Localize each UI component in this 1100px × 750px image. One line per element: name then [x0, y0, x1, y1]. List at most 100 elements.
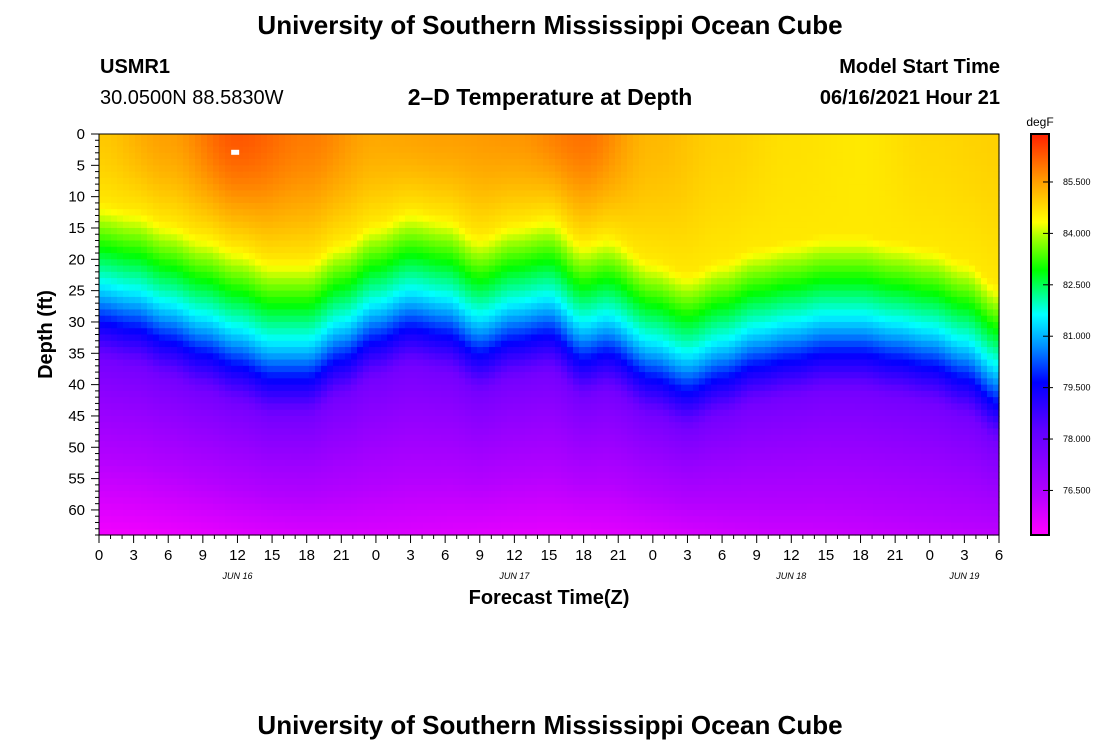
heatmap-cell — [111, 159, 118, 166]
heatmap-cell — [561, 497, 568, 505]
heatmap-cell — [483, 290, 490, 298]
heatmap-cell — [513, 478, 520, 486]
heatmap-cell — [429, 253, 436, 260]
heatmap-cell — [117, 422, 124, 430]
heatmap-cell — [435, 441, 442, 448]
heatmap-cell — [429, 353, 436, 361]
heatmap-cell — [273, 240, 280, 248]
heatmap-cell — [117, 303, 124, 311]
heatmap-cell — [339, 303, 346, 311]
heatmap-cell — [141, 165, 148, 173]
heatmap-cell — [285, 234, 292, 242]
heatmap-cell — [513, 159, 520, 166]
heatmap-cell — [483, 240, 490, 248]
heatmap-cell — [399, 315, 406, 323]
heatmap-cell — [495, 384, 502, 392]
heatmap-cell — [219, 528, 226, 536]
heatmap-cell — [489, 353, 496, 361]
heatmap-cell — [549, 190, 556, 198]
heatmap-cell — [489, 384, 496, 392]
heatmap-cell — [99, 359, 106, 367]
heatmap-cell — [489, 478, 496, 486]
heatmap-cell — [315, 253, 322, 260]
heatmap-cell — [105, 428, 112, 436]
heatmap-cell — [351, 321, 358, 329]
heatmap-cell — [189, 152, 196, 160]
heatmap-cell — [177, 134, 184, 141]
heatmap-cell — [279, 152, 286, 160]
heatmap-cell — [561, 284, 568, 292]
heatmap-cell — [165, 334, 172, 342]
heatmap-cell — [195, 296, 202, 304]
heatmap-cell — [195, 202, 202, 210]
heatmap-cell — [171, 184, 178, 191]
heatmap-cell — [417, 309, 424, 317]
heatmap-cell — [495, 453, 502, 461]
heatmap-cell — [201, 403, 208, 411]
heatmap-cell — [297, 259, 304, 267]
heatmap-cell — [333, 353, 340, 361]
heatmap-cell — [189, 472, 196, 480]
heatmap-cell — [195, 384, 202, 392]
heatmap-cell — [369, 234, 376, 242]
heatmap-cell — [441, 441, 448, 448]
heatmap-cell — [315, 328, 322, 336]
heatmap-cell — [285, 516, 292, 524]
heatmap-cell — [369, 503, 376, 511]
heatmap-cell — [303, 303, 310, 311]
heatmap-cell — [261, 171, 268, 179]
heatmap-cell — [441, 227, 448, 235]
heatmap-cell — [339, 334, 346, 342]
heatmap-cell — [99, 303, 106, 311]
heatmap-cell — [219, 509, 226, 517]
heatmap-cell — [471, 259, 478, 267]
heatmap-cell — [429, 234, 436, 242]
heatmap-cell — [351, 215, 358, 223]
heatmap-cell — [501, 290, 508, 298]
heatmap-cell — [249, 397, 256, 405]
heatmap-cell — [543, 453, 550, 461]
heatmap-cell — [195, 152, 202, 160]
heatmap-cell — [159, 221, 166, 229]
heatmap-cell — [219, 146, 226, 154]
heatmap-cell — [267, 328, 274, 336]
heatmap-cell — [303, 315, 310, 323]
heatmap-cell — [321, 171, 328, 179]
heatmap-cell — [159, 491, 166, 499]
heatmap-cell — [291, 177, 298, 185]
heatmap-cell — [555, 303, 562, 311]
heatmap-cell — [411, 321, 418, 329]
heatmap-cell — [387, 284, 394, 292]
heatmap-cell — [531, 146, 538, 154]
heatmap-cell — [123, 177, 130, 185]
heatmap-cell — [339, 353, 346, 361]
heatmap-cell — [423, 340, 430, 348]
heatmap-cell — [189, 177, 196, 185]
heatmap-cell — [375, 253, 382, 260]
heatmap-cell — [417, 503, 424, 511]
heatmap-cell — [129, 516, 136, 524]
heatmap-cell — [357, 278, 364, 285]
heatmap-cell — [429, 296, 436, 304]
heatmap-cell — [117, 528, 124, 536]
heatmap-cell — [429, 372, 436, 379]
heatmap-cell — [375, 271, 382, 279]
heatmap-cell — [159, 428, 166, 436]
heatmap-cell — [189, 390, 196, 398]
heatmap-cell — [195, 472, 202, 480]
heatmap-cell — [465, 321, 472, 329]
heatmap-cell — [207, 503, 214, 511]
heatmap-cell — [117, 159, 124, 166]
heatmap-cell — [339, 384, 346, 392]
heatmap-cell — [213, 478, 220, 486]
heatmap-cell — [363, 240, 370, 248]
heatmap-cell — [387, 190, 394, 198]
heatmap-cell — [447, 365, 454, 373]
heatmap-cell — [453, 434, 460, 442]
heatmap-cell — [543, 271, 550, 279]
heatmap-cell — [303, 403, 310, 411]
heatmap-cell — [555, 422, 562, 430]
heatmap-cell — [489, 403, 496, 411]
heatmap-cell — [219, 478, 226, 486]
heatmap-cell — [453, 271, 460, 279]
